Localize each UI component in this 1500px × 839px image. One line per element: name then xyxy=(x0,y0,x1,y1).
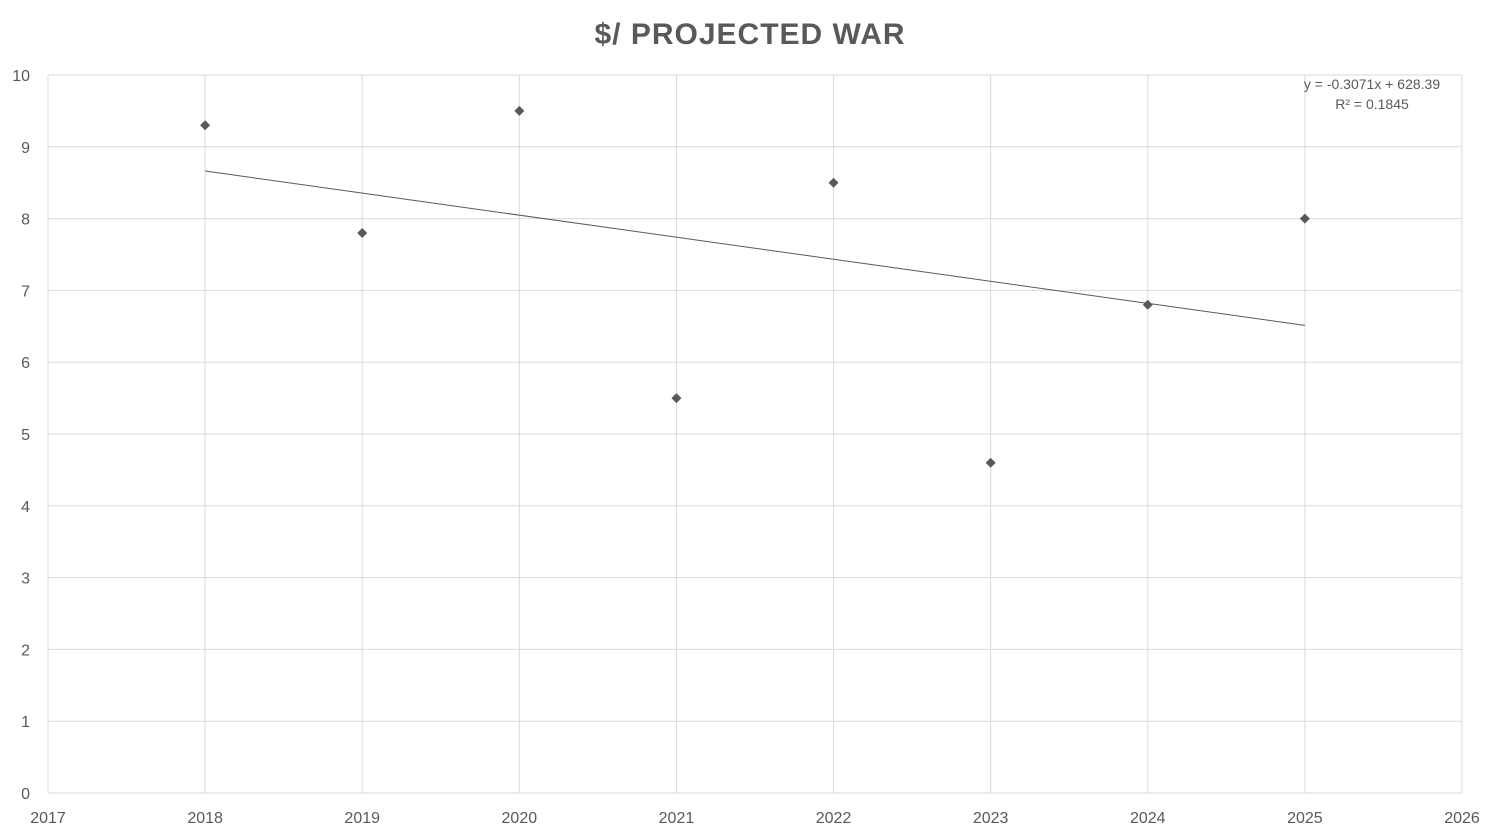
data-point-marker xyxy=(1299,213,1310,224)
data-point-marker xyxy=(985,457,996,468)
y-tick-label: 3 xyxy=(21,571,30,588)
x-tick-label: 2020 xyxy=(502,810,538,827)
y-tick-label: 5 xyxy=(21,427,30,444)
x-tick-label: 2022 xyxy=(816,810,852,827)
trendline-equation: y = -0.3071x + 628.39 xyxy=(1304,76,1440,92)
data-points xyxy=(200,105,1310,468)
x-tick-label: 2026 xyxy=(1444,810,1480,827)
axis-tick-labels: 2017 2018 2019 2020 2021 2022 2023 2024 2025 2026… xyxy=(12,68,1480,827)
data-point-marker xyxy=(671,393,682,404)
x-tick-label: 2023 xyxy=(973,810,1009,827)
data-point-marker xyxy=(200,120,211,131)
grid-lines xyxy=(47,74,1463,794)
trendline-r-squared: R² = 0.1845 xyxy=(1335,96,1409,112)
y-tick-label: 9 xyxy=(21,140,30,157)
x-tick-label: 2019 xyxy=(344,810,380,827)
y-tick-label: 0 xyxy=(21,786,30,803)
data-point-marker xyxy=(1142,299,1153,310)
trendline xyxy=(205,170,1305,326)
data-point-marker xyxy=(514,105,525,116)
x-tick-label: 2017 xyxy=(30,810,66,827)
x-tick-label: 2024 xyxy=(1130,810,1166,827)
y-tick-label: 2 xyxy=(21,642,30,659)
x-tick-label: 2018 xyxy=(187,810,223,827)
y-tick-label: 7 xyxy=(21,283,30,300)
x-tick-label: 2025 xyxy=(1287,810,1323,827)
y-tick-label: 8 xyxy=(21,212,30,229)
chart-title: $/ PROJECTED WAR xyxy=(594,18,905,51)
y-tick-label: 4 xyxy=(21,499,30,516)
x-tick-label: 2021 xyxy=(659,810,695,827)
y-tick-label: 10 xyxy=(12,68,30,85)
data-point-marker xyxy=(828,177,839,188)
y-tick-label: 1 xyxy=(21,714,30,731)
data-point-marker xyxy=(357,227,368,238)
y-tick-label: 6 xyxy=(21,355,30,372)
